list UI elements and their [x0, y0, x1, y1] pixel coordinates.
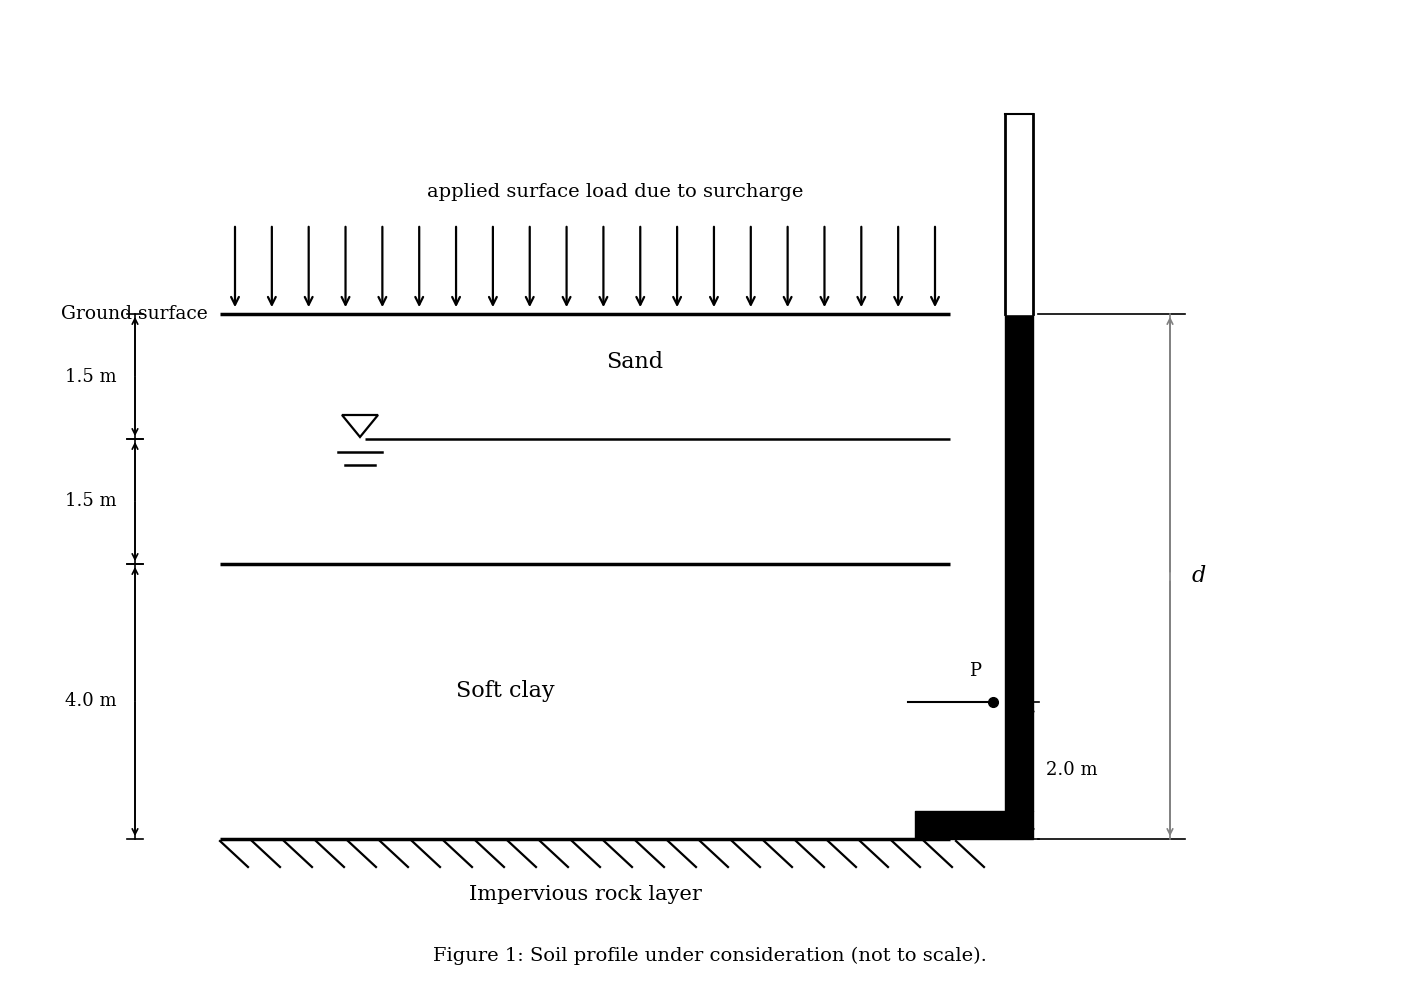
Text: Sand: Sand [606, 351, 663, 373]
Text: d: d [1191, 566, 1206, 587]
Text: 2.0 m: 2.0 m [1047, 761, 1098, 779]
Text: P: P [968, 661, 981, 680]
Text: 1.5 m: 1.5 m [65, 492, 116, 511]
Text: Soft clay: Soft clay [456, 681, 554, 703]
Text: applied surface load due to surcharge: applied surface load due to surcharge [427, 183, 804, 201]
Text: Ground surface: Ground surface [61, 305, 207, 323]
Text: 1.5 m: 1.5 m [65, 368, 116, 386]
Text: 4.0 m: 4.0 m [65, 693, 116, 711]
Text: Impervious rock layer: Impervious rock layer [469, 885, 701, 904]
Text: Figure 1: Soil profile under consideration (not to scale).: Figure 1: Soil profile under considerati… [433, 947, 987, 965]
